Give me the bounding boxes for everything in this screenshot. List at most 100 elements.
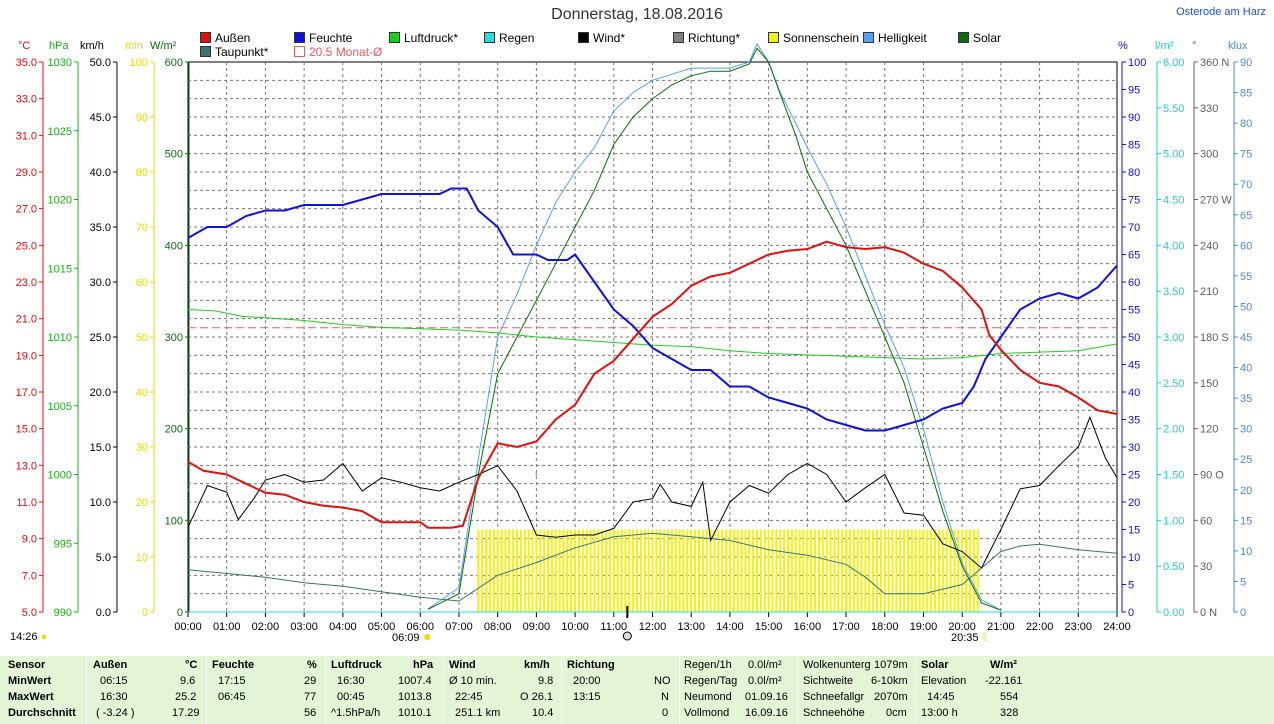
axis-tick-right: 10 bbox=[1240, 546, 1252, 558]
direction-point bbox=[457, 478, 460, 481]
direction-point bbox=[728, 160, 731, 163]
stats-feuchte-min: 29 bbox=[304, 675, 317, 687]
axis-tick-left: 0 bbox=[142, 607, 148, 619]
legend-label: Regen bbox=[499, 31, 535, 45]
sunset-label: 20:35 bbox=[951, 632, 979, 644]
legend-label: Richtung* bbox=[688, 31, 741, 45]
sunrise-icon: ✹ bbox=[422, 632, 432, 644]
axis-tick-time: 02:00 bbox=[252, 621, 280, 633]
legend-item-aussen[interactable]: Außen bbox=[200, 31, 250, 45]
divider bbox=[325, 656, 326, 724]
legend-item-solar[interactable]: Solar bbox=[958, 31, 1001, 45]
axis-tick-left: 40.0 bbox=[90, 167, 111, 179]
weather-chart: 35.0 33.0 31.0 29.0 27.0 25.0 23.0 21.0 19.0 17.0… bbox=[16, 42, 1252, 641]
stats-feuchte-max: 77 bbox=[304, 691, 317, 703]
stats-aussen-trend: ( -3.24 ) bbox=[96, 707, 135, 719]
location-link[interactable]: Osterode am Harz bbox=[1176, 6, 1266, 18]
stats-sun-hours: 13:00 h bbox=[921, 707, 958, 719]
axis-tick-right: 5.00 bbox=[1163, 149, 1184, 161]
axis-title-humidity: % bbox=[1118, 40, 1128, 52]
axis-tick-right: 360 N bbox=[1200, 57, 1229, 69]
divider bbox=[797, 656, 798, 724]
axis-tick-left: 500 bbox=[165, 149, 183, 161]
legend-swatch bbox=[673, 32, 684, 43]
axis-tick-left: 80 bbox=[136, 167, 148, 179]
direction-point bbox=[1038, 442, 1041, 445]
axis-tick-left: 20.0 bbox=[90, 387, 111, 399]
stats-aussen-max: 25.2 bbox=[175, 691, 197, 703]
stats-richtung-min: NO bbox=[654, 675, 671, 687]
axis-tick-right: 1.00 bbox=[1163, 515, 1184, 527]
axis-tick-right: 60 bbox=[1240, 240, 1252, 252]
axis-tick-time: 01:00 bbox=[213, 621, 241, 633]
axis-tick-left: 29.0 bbox=[16, 167, 37, 179]
legend-item-feuchte[interactable]: Feuchte bbox=[294, 31, 352, 45]
legend-item-taupunkt[interactable]: Taupunkt* bbox=[200, 45, 268, 59]
legend-item-monat-avg[interactable]: 20.5 Monat-Ø bbox=[294, 45, 382, 59]
moon-icon bbox=[622, 631, 632, 641]
legend-label: Außen bbox=[215, 31, 251, 45]
legend-item-helligkeit[interactable]: Helligkeit bbox=[863, 31, 927, 45]
legend-swatch bbox=[200, 32, 211, 43]
axis-tick-left: 21.0 bbox=[16, 314, 37, 326]
legend-swatch bbox=[389, 32, 400, 43]
axis-tick-right: 80 bbox=[1128, 167, 1140, 179]
series-line-wind bbox=[187, 415, 1118, 569]
axis-tick-left: 17.0 bbox=[16, 387, 37, 399]
legend-item-sonnenschein[interactable]: Sonnenschein bbox=[768, 31, 859, 45]
stats-header-solar: Solar bbox=[921, 659, 949, 671]
stats-wind-max: O 26.1 bbox=[520, 691, 554, 703]
axis-tick-left: 995 bbox=[54, 538, 72, 550]
axis-tick-time: 17:00 bbox=[832, 621, 860, 633]
stats-wolken: 1079m bbox=[874, 659, 908, 671]
direction-point bbox=[225, 485, 228, 488]
stats-schneehoehe-label: Schneehöhe bbox=[803, 707, 865, 719]
stats-druck-max-time: 00:45 bbox=[337, 691, 365, 703]
axis-tick-right: 210 bbox=[1200, 286, 1218, 298]
series-line-au-en bbox=[187, 240, 1118, 529]
legend-swatch bbox=[484, 32, 495, 43]
axis-tick-left: 100 bbox=[165, 515, 183, 527]
divider bbox=[561, 656, 562, 724]
stats-schneefall-label: Schneefallgr bbox=[803, 691, 865, 703]
direction-point bbox=[187, 488, 189, 491]
axis-tick-right: 0.00 bbox=[1163, 607, 1184, 619]
legend-item-regen[interactable]: Regen bbox=[484, 31, 534, 45]
axis-tick-right: 45 bbox=[1240, 332, 1252, 344]
axis-tick-right: 3.50 bbox=[1163, 286, 1184, 298]
stats-elevation-label: Elevation bbox=[921, 675, 967, 687]
axis-tick-right: 55 bbox=[1240, 271, 1252, 283]
axis-tick-left: 5.0 bbox=[22, 607, 37, 619]
stats-wind-avg10-label: Ø 10 min. bbox=[449, 675, 497, 687]
divider bbox=[206, 656, 207, 724]
current-time: 14:26 ● bbox=[10, 631, 47, 643]
axis-tick-left: 7.0 bbox=[22, 570, 37, 582]
stats-richtung-avg: 0 bbox=[662, 707, 669, 719]
statistics-panel: Sensor MinWert MaxWert Durchschnitt Auße… bbox=[0, 656, 1274, 724]
stats-row-max: MaxWert bbox=[8, 691, 54, 703]
axis-title-solar: W/m² bbox=[150, 40, 177, 52]
axis-title-direction: ° bbox=[1192, 40, 1197, 52]
axis-tick-left: 9.0 bbox=[22, 534, 37, 546]
axis-tick-right: 35 bbox=[1240, 393, 1252, 405]
legend-item-richtung[interactable]: Richtung* bbox=[673, 31, 740, 45]
axis-title-wind: km/h bbox=[80, 40, 104, 52]
direction-point bbox=[806, 122, 809, 125]
legend-item-luftdruck[interactable]: Luftdruck* bbox=[389, 31, 458, 45]
legend-swatch bbox=[294, 32, 305, 43]
stats-regen-1h-label: Regen/1h bbox=[684, 659, 732, 671]
stats-aussen-min: 9.6 bbox=[180, 675, 196, 687]
current-time-label: 14:26 bbox=[10, 631, 38, 643]
axis-tick-right: 75 bbox=[1128, 195, 1140, 207]
axis-tick-right: 95 bbox=[1128, 85, 1140, 97]
axis-tick-right: 70 bbox=[1240, 179, 1252, 191]
direction-point bbox=[264, 482, 267, 485]
axis-tick-left: 45.0 bbox=[90, 112, 111, 124]
legend-item-wind[interactable]: Wind* bbox=[578, 31, 625, 45]
stats-schneehoehe: 0cm bbox=[886, 707, 907, 719]
axis-tick-time: 19:00 bbox=[910, 621, 938, 633]
axis-tick-left: 1000 bbox=[48, 470, 72, 482]
axis-tick-right: 40 bbox=[1240, 363, 1252, 375]
stats-feuchte-max-time: 06:45 bbox=[218, 691, 246, 703]
axis-tick-left: 990 bbox=[54, 607, 72, 619]
